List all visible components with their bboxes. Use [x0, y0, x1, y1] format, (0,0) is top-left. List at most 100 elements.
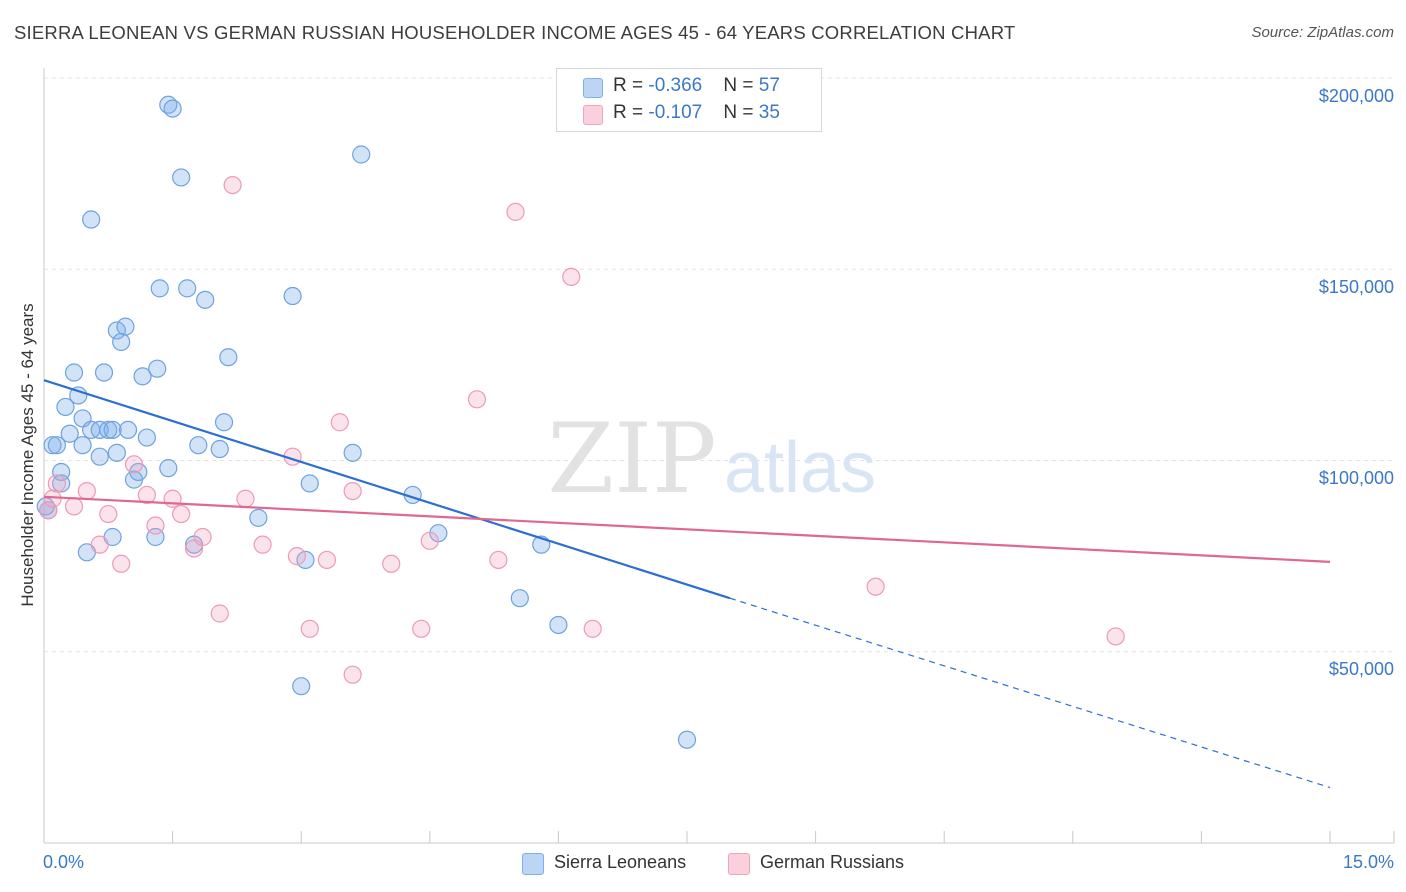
legend-label-german: German Russians [760, 852, 905, 872]
german-point-14 [193, 527, 212, 547]
n-label: N = [723, 102, 759, 123]
sierra-point-34 [159, 459, 178, 478]
german-point-35 [1106, 627, 1125, 646]
sierra-point-45 [292, 677, 311, 696]
sierra-swatch [583, 78, 603, 98]
german-point-15 [210, 604, 229, 623]
sierra-point-27 [133, 367, 152, 386]
sierra-point-35 [172, 168, 191, 187]
n-value-sierra: 57 [758, 75, 780, 96]
german-swatch [583, 105, 603, 125]
sierra-point-5 [56, 397, 75, 417]
german-point-12 [172, 504, 191, 524]
sierra-point-52 [510, 589, 529, 608]
german-legend-swatch [728, 853, 750, 875]
sierra-point-31 [150, 279, 169, 298]
german-point-2 [47, 474, 66, 493]
watermark-atlas: atlas [724, 428, 876, 508]
sierra-point-24 [118, 420, 138, 439]
x-tick-label-max: 15.0% [1342, 852, 1394, 872]
sierra-point-6 [60, 424, 79, 443]
german-point-27 [412, 619, 431, 638]
sierra-trend-extension [729, 597, 1331, 789]
sierra-point-39 [196, 290, 215, 309]
sierra-point-21 [107, 321, 126, 340]
german-point-20 [287, 547, 307, 566]
sierra-point-14 [90, 447, 109, 466]
german-point-29 [467, 390, 487, 409]
german-point-18 [253, 535, 272, 554]
german-point-34 [866, 577, 885, 596]
sierra-point-44 [283, 286, 302, 306]
series-legend: Sierra Leoneans German Russians [0, 852, 1406, 878]
german-point-26 [382, 554, 401, 573]
sierra-legend-swatch [522, 853, 544, 875]
chart-title: SIERRA LEONEAN VS GERMAN RUSSIAN HOUSEHO… [14, 22, 1016, 43]
sierra-point-17 [99, 420, 118, 439]
sierra-point-33 [163, 99, 182, 118]
source-credit: Source: ZipAtlas.com [1251, 24, 1394, 41]
y-tick-label-50000: $50,000 [1328, 659, 1394, 679]
german-point-6 [99, 504, 118, 524]
sierra-point-41 [214, 413, 234, 432]
sierra-point-18 [103, 420, 122, 439]
sierra-point-7 [64, 363, 84, 382]
r-label: R = [613, 75, 649, 96]
german-point-5 [90, 535, 109, 554]
german-point-32 [562, 267, 581, 286]
x-tick-label-min: 0.0% [43, 852, 85, 872]
german-point-31 [506, 202, 525, 221]
sierra-point-38 [189, 436, 208, 455]
sierra-point-12 [82, 210, 101, 229]
sierra-trend-line [43, 379, 731, 600]
sierra-point-23 [116, 317, 135, 336]
german-trend-line [43, 495, 1331, 563]
german-point-24 [343, 482, 362, 501]
sierra-point-10 [73, 436, 92, 455]
sierra-point-2 [47, 436, 66, 455]
n-label: N = [723, 75, 759, 96]
german-point-17 [236, 489, 255, 508]
y-tick-label-100000: $100,000 [1318, 468, 1394, 488]
r-value-german: -0.107 [648, 102, 703, 123]
sierra-point-42 [219, 348, 238, 367]
sierra-point-54 [549, 615, 568, 635]
german-point-8 [124, 455, 144, 474]
sierra-point-43 [249, 508, 268, 527]
r-label: R = [613, 102, 649, 123]
german-point-10 [146, 516, 165, 535]
r-value-sierra: -0.366 [648, 75, 703, 96]
sierra-point-1 [43, 436, 62, 455]
german-point-21 [300, 619, 319, 638]
german-point-22 [317, 550, 337, 570]
sierra-point-47 [300, 474, 319, 493]
watermark-zip: ZIP [547, 403, 716, 515]
german-point-9 [137, 485, 156, 505]
sierra-point-20 [107, 443, 126, 462]
german-point-1 [43, 489, 62, 508]
sierra-point-28 [137, 428, 156, 447]
sierra-point-16 [94, 363, 114, 382]
sierra-point-49 [352, 145, 371, 164]
sierra-point-46 [296, 550, 315, 570]
y-tick-label-200000: $200,000 [1318, 86, 1394, 106]
sierra-point-40 [210, 439, 229, 459]
german-point-4 [77, 482, 96, 501]
sierra-point-4 [52, 474, 71, 493]
german-point-33 [583, 619, 602, 638]
sierra-point-55 [677, 730, 697, 749]
german-point-7 [112, 554, 131, 573]
german-point-23 [330, 413, 349, 432]
german-point-30 [489, 550, 508, 570]
german-point-16 [223, 176, 242, 195]
german-point-25 [343, 665, 362, 684]
n-value-german: 35 [758, 102, 780, 123]
sierra-point-8 [69, 386, 88, 405]
y-tick-label-150000: $150,000 [1318, 277, 1394, 297]
legend-label-sierra: Sierra Leoneans [554, 852, 687, 872]
y-axis-label: Householder Income Ages 45 - 64 years [18, 303, 37, 607]
sierra-point-36 [178, 279, 197, 298]
correlation-legend: R = -0.366 N = 57 R = -0.107 N = 35 [556, 68, 822, 132]
german-point-28 [420, 531, 439, 550]
